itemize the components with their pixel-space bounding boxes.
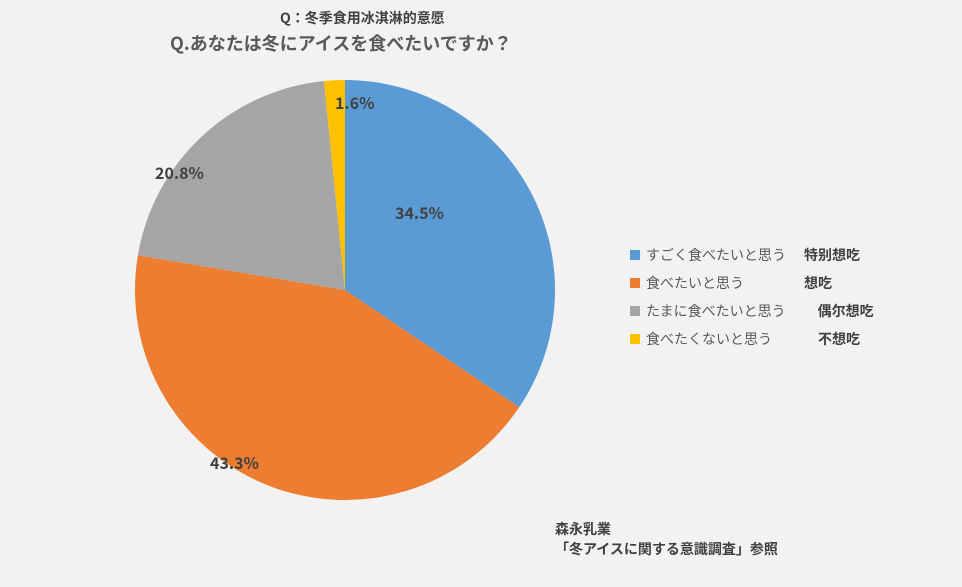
legend-swatch (630, 306, 640, 316)
chart-subtitle: Q：冬季食用冰淇淋的意愿 (280, 8, 445, 28)
data-label: 43.3% (210, 450, 259, 474)
legend-label-cn: 偶尔想吃 (818, 301, 874, 321)
legend-label-jp: たまに食べたいと思う (646, 301, 786, 321)
legend-item: たまに食べたいと思う 偶尔想吃 (630, 301, 874, 321)
data-label: 1.6% (335, 90, 375, 114)
legend-swatch (630, 278, 640, 288)
data-label: 20.8% (155, 160, 204, 184)
source-line: 森永乳業 (555, 520, 778, 540)
legend-label-jp: 食べたくないと思う (646, 329, 772, 349)
chart-source: 森永乳業 「冬アイスに関する意識調査」参照 (555, 520, 778, 559)
data-label: 34.5% (395, 200, 444, 224)
pie-chart (135, 80, 555, 500)
source-line: 「冬アイスに関する意識調査」参照 (555, 540, 778, 560)
legend-label-jp: 食べたいと思う (646, 273, 744, 293)
legend-swatch (630, 334, 640, 344)
chart-title: Q.あなたは冬にアイスを食べたいですか？ (170, 30, 512, 56)
legend-label-jp: すごく食べたいと思う (646, 245, 786, 265)
legend-swatch (630, 250, 640, 260)
legend-item: すごく食べたいと思う特别想吃 (630, 245, 874, 265)
legend-label-cn: 不想吃 (818, 329, 860, 349)
legend-item: 食べたくないと思う 不想吃 (630, 329, 874, 349)
legend-label-cn: 特别想吃 (804, 245, 860, 265)
legend-label-cn: 想吃 (804, 273, 832, 293)
legend-item: 食べたいと思う 想吃 (630, 273, 874, 293)
pie-slice (138, 81, 345, 290)
chart-legend: すごく食べたいと思う特别想吃食べたいと思う想吃たまに食べたいと思う偶尔想吃食べた… (630, 245, 874, 357)
